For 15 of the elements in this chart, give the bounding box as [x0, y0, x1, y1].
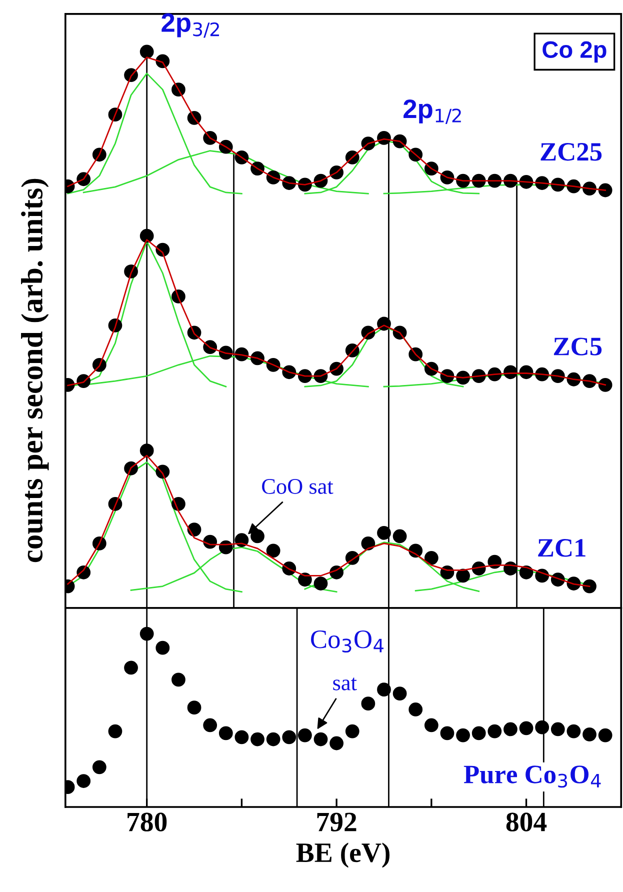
- x-tick-label: 792: [317, 812, 356, 832]
- x-tick-label: 780: [128, 812, 167, 832]
- x-tick-label: 804: [506, 812, 547, 832]
- annotation: 2p$_{3/2}$: [162, 13, 219, 38]
- series-label: ZC25: [540, 143, 602, 161]
- series-label: ZC5: [554, 338, 602, 356]
- annotation: CoO sat: [262, 479, 334, 494]
- series-label: ZC1: [538, 539, 586, 557]
- annotation: 2p$_{1/2}$: [404, 100, 461, 124]
- annotation: Co 2p: [542, 41, 606, 63]
- y-axis-title: counts per second (arb. units): [21, 178, 49, 562]
- annotation: Co$_{3}$O$_{4}$: [311, 630, 384, 653]
- x-axis-title: BE (eV): [296, 842, 390, 868]
- series-label: Pure Co$_{3}$O$_{4}$: [464, 766, 601, 788]
- annotation: sat: [333, 678, 357, 690]
